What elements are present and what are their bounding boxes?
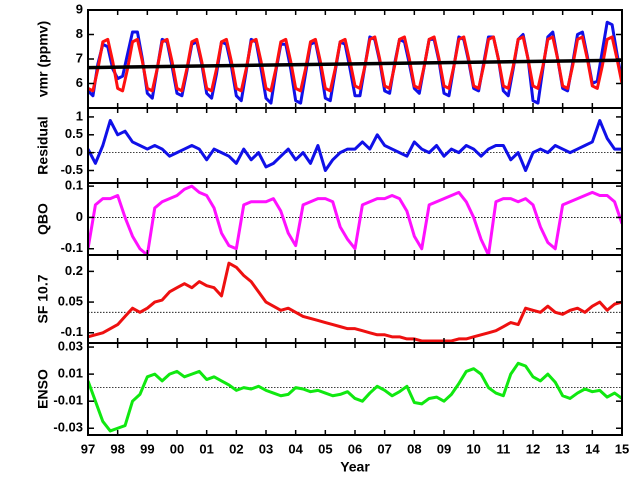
y-tick-label: 0.1 (65, 178, 83, 193)
data-line (88, 361, 622, 433)
y-tick-label: 0.01 (58, 366, 83, 381)
x-tick-label: 11 (496, 441, 510, 456)
y-tick-label: 0.2 (65, 263, 83, 278)
data-line (88, 35, 622, 93)
x-tick-label: 01 (199, 441, 213, 456)
y-axis-label: ENSO (35, 369, 51, 409)
y-tick-label: 0.5 (65, 126, 83, 141)
y-axis-label: SF 10.7 (35, 274, 51, 323)
x-axis-label: Year (340, 459, 370, 475)
y-tick-label: -0.1 (61, 324, 83, 339)
y-tick-label: -0.1 (61, 240, 83, 255)
y-axis-label: Residual (35, 116, 51, 174)
y-tick-label: 0 (76, 144, 83, 159)
x-tick-label: 08 (407, 441, 421, 456)
x-tick-label: 13 (555, 441, 569, 456)
data-line (88, 58, 622, 70)
data-line (88, 184, 622, 255)
y-axis-label: QBO (35, 203, 51, 235)
x-tick-label: 03 (259, 441, 273, 456)
x-tick-label: 07 (377, 441, 391, 456)
x-tick-label: 05 (318, 441, 332, 456)
plot-area (88, 184, 622, 255)
y-tick-label: -0.01 (53, 393, 83, 408)
x-tick-label: 97 (81, 441, 95, 456)
y-tick-label: 6 (76, 75, 83, 90)
y-tick-label: 8 (76, 26, 83, 41)
plot-area (88, 361, 622, 433)
x-tick-label: 02 (229, 441, 243, 456)
y-tick-label: 0.05 (58, 294, 83, 309)
x-tick-label: 00 (170, 441, 184, 456)
x-tick-label: 14 (585, 441, 600, 456)
x-tick-label: 10 (466, 441, 480, 456)
x-tick-label: 09 (437, 441, 451, 456)
plot-area (88, 119, 622, 172)
y-tick-label: 7 (76, 50, 83, 65)
data-line (88, 261, 622, 343)
data-line (88, 20, 622, 105)
panel-frame (87, 342, 623, 436)
y-tick-label: 0 (76, 209, 83, 224)
panel-frame (87, 107, 623, 184)
data-line (88, 119, 622, 172)
x-tick-label: 12 (526, 441, 540, 456)
plot-area (88, 20, 622, 105)
x-tick-label: 06 (348, 441, 362, 456)
y-tick-label: -0.5 (61, 162, 83, 177)
y-tick-label: 0.03 (58, 338, 83, 353)
y-tick-label: 1 (76, 108, 83, 123)
y-axis-label: vmr (ppmv) (35, 21, 51, 97)
x-tick-label: 15 (615, 441, 629, 456)
y-tick-label: 9 (76, 1, 83, 16)
y-tick-label: -0.03 (53, 420, 83, 435)
x-tick-label: 04 (288, 441, 303, 456)
plot-area (88, 261, 622, 343)
x-tick-label: 99 (140, 441, 154, 456)
x-tick-label: 98 (110, 441, 124, 456)
